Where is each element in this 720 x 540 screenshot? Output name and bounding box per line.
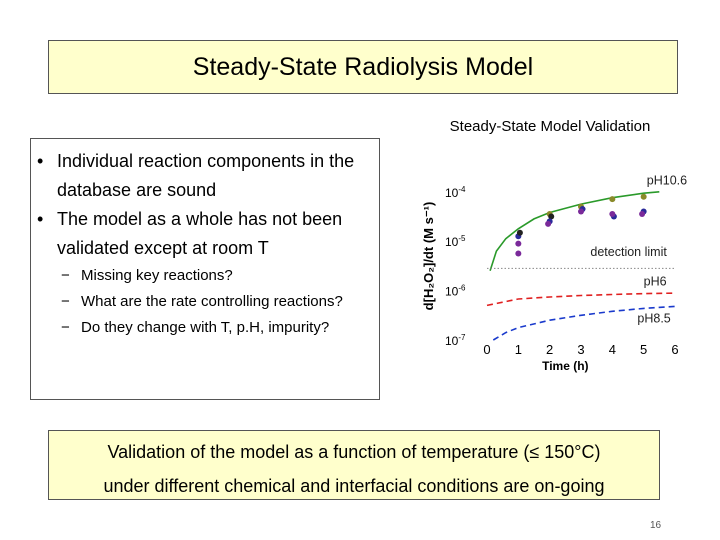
sub-bullet-2: What are the rate controlling reactions? (37, 289, 373, 315)
x-tick-label: 1 (515, 342, 522, 357)
slide-title-box: Steady-State Radiolysis Model (48, 40, 678, 94)
chart-annotation: pH6 (644, 275, 667, 289)
x-axis-label: Time (h) (542, 359, 588, 373)
y-tick-label: 10-7 (445, 333, 466, 348)
data-point (515, 250, 522, 257)
data-point (609, 196, 616, 203)
conclusion-line-2: under different chemical and interfacial… (103, 476, 605, 496)
data-point (515, 240, 522, 247)
data-point (545, 220, 552, 227)
x-tick-label: 2 (546, 342, 553, 357)
data-point (609, 211, 616, 217)
y-tick-label: 10-6 (445, 284, 466, 299)
chart-annotation: pH8.5 (637, 312, 670, 326)
conclusion-line-1: Validation of the model as a function of… (107, 442, 601, 462)
data-point (640, 193, 647, 200)
x-tick-label: 0 (483, 342, 490, 357)
chart-annotation: detection limit (590, 245, 667, 259)
data-point (516, 229, 523, 236)
bullets-box: Individual reaction components in the da… (30, 138, 380, 400)
h2o2-rate-chart: 10-4 10-5 10-6 10-7 0 1 2 3 4 5 6 Time (h) d[H₂O₂]/d… (421, 173, 687, 373)
y-axis-label: d[H₂O₂]/dt (M s⁻¹) (421, 202, 436, 311)
data-point (548, 213, 555, 220)
bullet-1: Individual reaction components in the da… (37, 147, 373, 205)
sub-bullet-1: Missing key reactions? (37, 263, 373, 289)
page-number: 16 (650, 520, 662, 531)
chart-title: Steady-State Model Validation (449, 118, 651, 135)
curve-ph10-6 (489, 191, 660, 272)
x-tick-label: 3 (577, 342, 584, 357)
data-point (578, 208, 584, 215)
data-point (639, 211, 646, 217)
y-tick-label: 10-4 (445, 185, 466, 200)
y-tick-label: 10-5 (445, 234, 466, 249)
conclusion-box: Validation of the model as a function of… (48, 430, 660, 500)
chart-annotation: pH10.6 (647, 173, 687, 187)
sub-bullet-3: Do they change with T, p.H, impurity? (37, 315, 373, 341)
bullet-2: The model as a whole has not been valida… (37, 205, 373, 263)
x-tick-label: 4 (609, 342, 616, 357)
curve-ph6 (486, 292, 676, 307)
x-tick-label: 5 (640, 342, 647, 357)
slide-title: Steady-State Radiolysis Model (192, 52, 534, 81)
x-tick-label: 6 (671, 342, 678, 357)
